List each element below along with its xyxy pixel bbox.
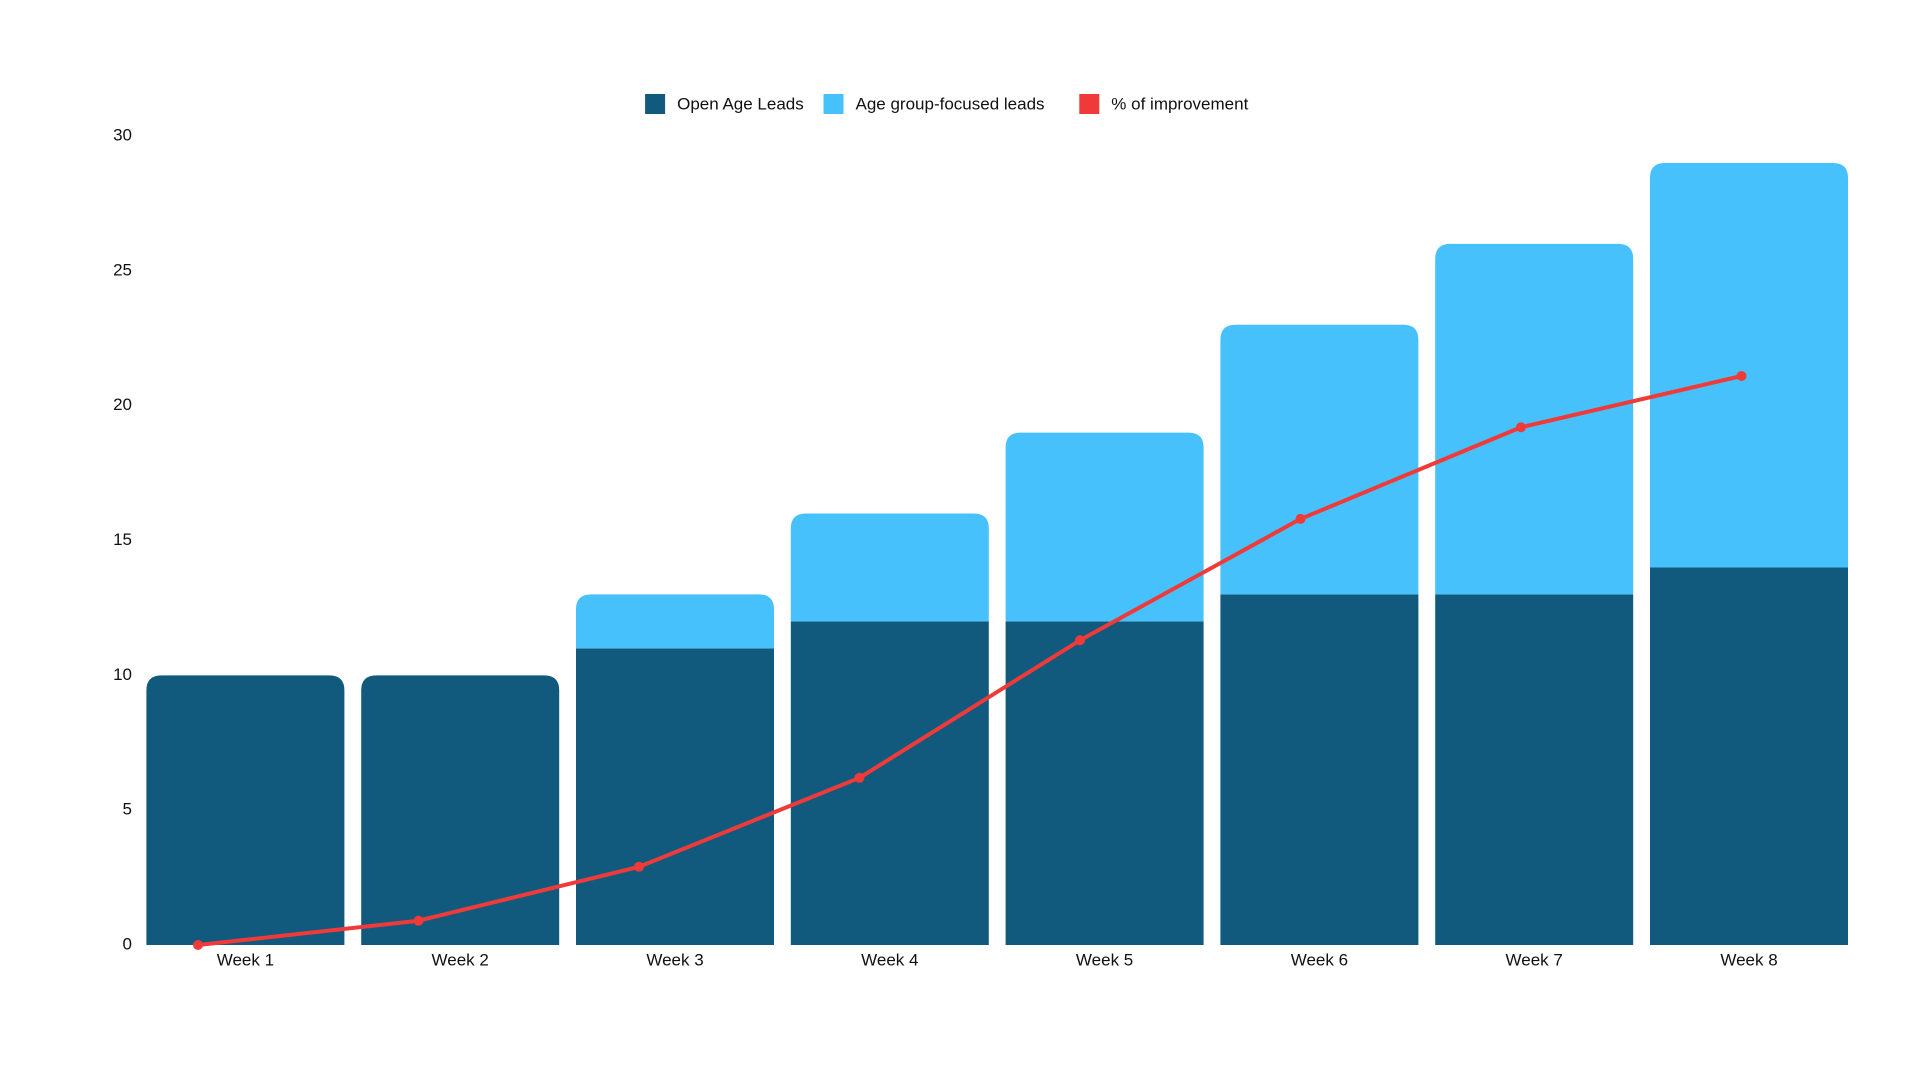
line-point [1295, 513, 1306, 524]
line-point [413, 915, 424, 926]
bar-segment [1650, 567, 1848, 945]
line-point [854, 772, 865, 783]
legend-swatch [1079, 94, 1100, 114]
bar-segment [1435, 243, 1634, 595]
x-tick-label: Week 5 [1076, 950, 1133, 969]
legend-label: % of improvement [1111, 94, 1248, 113]
y-tick-label: 10 [113, 665, 132, 684]
y-tick-label: 30 [113, 125, 132, 144]
legend-swatch [645, 94, 666, 114]
bar-segment [790, 513, 989, 622]
y-tick-label: 20 [113, 395, 132, 414]
x-tick-label: Week 2 [432, 950, 489, 969]
bar-segment [1650, 162, 1848, 568]
x-tick-label: Week 1 [217, 950, 274, 969]
line-point [1516, 422, 1526, 433]
line-point [1736, 371, 1747, 382]
x-tick-label: Week 6 [1291, 950, 1348, 969]
bar-segment [1220, 594, 1419, 945]
x-tick-label: Week 7 [1506, 950, 1563, 969]
bar-segment [146, 675, 345, 945]
line [197, 374, 1742, 947]
y-tick-label: 5 [123, 800, 132, 819]
bar-segment [576, 594, 774, 649]
y-tick-label: 0 [123, 934, 132, 953]
bar-segment [1005, 621, 1204, 945]
legend-swatch [823, 94, 844, 114]
line-point [634, 861, 644, 872]
y-tick-label: 25 [113, 260, 132, 279]
bar-segment [1435, 594, 1634, 945]
y-tick-label: 15 [113, 530, 132, 549]
bar-segment [790, 621, 989, 945]
bar-segment [1220, 324, 1419, 595]
x-tick-label: Week 3 [646, 950, 703, 969]
legend-label: Age group-focused leads [856, 94, 1045, 113]
x-tick-label: Week 8 [1720, 950, 1777, 969]
line-point [1075, 635, 1085, 646]
legend-label: Open Age Leads [677, 94, 804, 113]
bar-segment [1005, 432, 1204, 622]
bar-segment [576, 648, 774, 945]
x-tick-label: Week 4 [861, 950, 918, 969]
bar-segment [361, 675, 560, 945]
line-point [193, 940, 203, 950]
